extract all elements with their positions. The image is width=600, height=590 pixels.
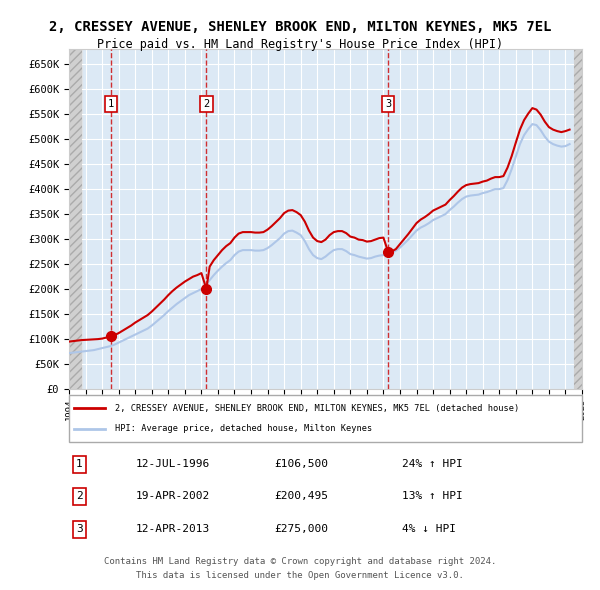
Text: 19-APR-2002: 19-APR-2002 [136,491,210,502]
Text: £200,495: £200,495 [274,491,328,502]
Bar [69,49,82,389]
Text: 1: 1 [76,460,83,470]
Text: 1: 1 [108,99,114,109]
Text: Price paid vs. HM Land Registry's House Price Index (HPI): Price paid vs. HM Land Registry's House … [97,38,503,51]
Bar [574,49,582,389]
Text: 3: 3 [385,99,391,109]
FancyBboxPatch shape [69,395,582,442]
Text: £106,500: £106,500 [274,460,328,470]
Text: 12-JUL-1996: 12-JUL-1996 [136,460,210,470]
Text: 2: 2 [76,491,83,502]
Text: 24% ↑ HPI: 24% ↑ HPI [403,460,463,470]
Text: HPI: Average price, detached house, Milton Keynes: HPI: Average price, detached house, Milt… [115,424,373,434]
Text: 2, CRESSEY AVENUE, SHENLEY BROOK END, MILTON KEYNES, MK5 7EL (detached house): 2, CRESSEY AVENUE, SHENLEY BROOK END, MI… [115,404,520,412]
Text: 2, CRESSEY AVENUE, SHENLEY BROOK END, MILTON KEYNES, MK5 7EL: 2, CRESSEY AVENUE, SHENLEY BROOK END, MI… [49,19,551,34]
Bar [69,49,82,389]
Text: 2: 2 [203,99,209,109]
Text: 3: 3 [76,525,83,535]
Text: 12-APR-2013: 12-APR-2013 [136,525,210,535]
Text: This data is licensed under the Open Government Licence v3.0.: This data is licensed under the Open Gov… [136,571,464,580]
Text: £275,000: £275,000 [274,525,328,535]
Bar [574,49,582,389]
Text: 13% ↑ HPI: 13% ↑ HPI [403,491,463,502]
Text: 4% ↓ HPI: 4% ↓ HPI [403,525,457,535]
Text: Contains HM Land Registry data © Crown copyright and database right 2024.: Contains HM Land Registry data © Crown c… [104,557,496,566]
